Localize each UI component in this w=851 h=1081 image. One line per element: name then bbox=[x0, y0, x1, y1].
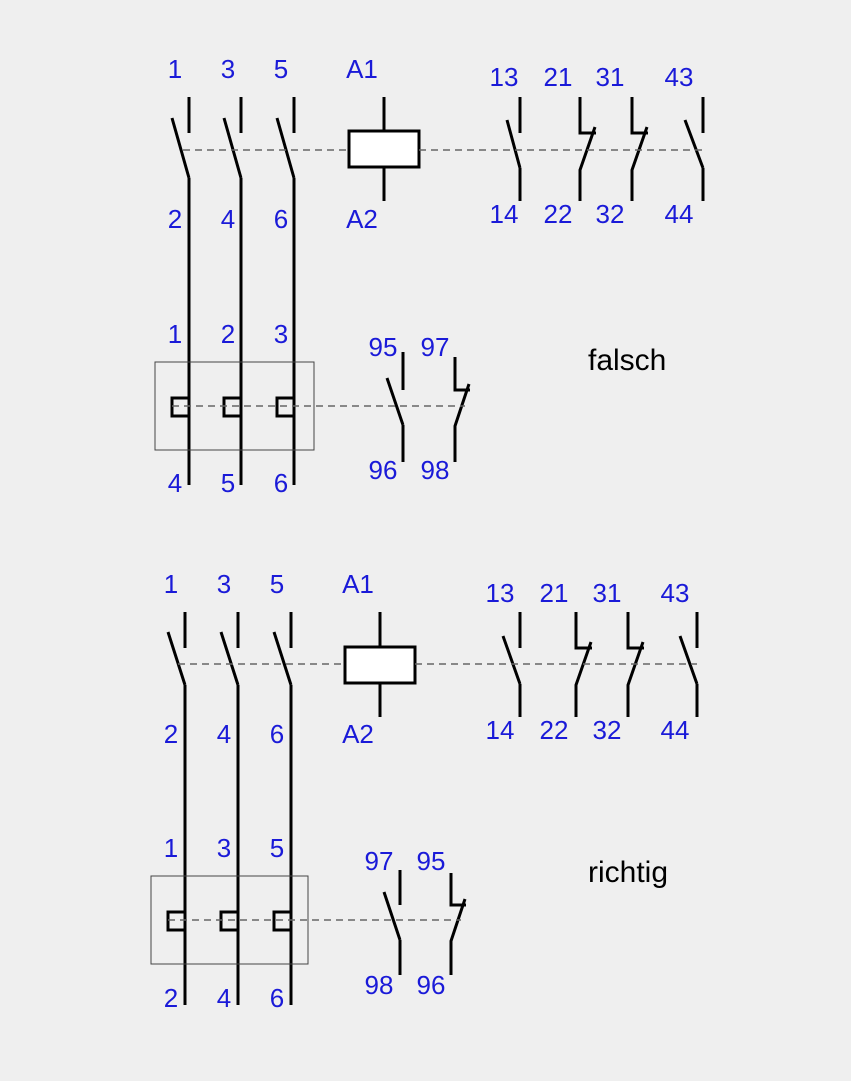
overload-relay bbox=[150, 870, 467, 975]
relay-housing bbox=[154, 361, 315, 451]
label-aux-top-1: 13 bbox=[490, 62, 519, 92]
label-relay-top-1: 1 bbox=[168, 319, 182, 349]
label-aux-top-4: 43 bbox=[661, 578, 690, 608]
label-coil-bottom: A2 bbox=[346, 204, 378, 234]
main-contact-3 bbox=[272, 612, 293, 1005]
label-relay-bottom-2: 4 bbox=[217, 983, 231, 1013]
relay-housing bbox=[150, 875, 309, 965]
relay-thermal-element-2 bbox=[219, 894, 240, 946]
diagram-richtig: 1 3 5 2 4 6 A1 A2 13 21 31 43 14 22 32 4… bbox=[150, 569, 699, 1013]
label-aux-bottom-3: 32 bbox=[596, 199, 625, 229]
aux-contact-43-44 bbox=[678, 612, 699, 717]
label-main-top-2: 3 bbox=[221, 54, 235, 84]
relay-aux-contact-right bbox=[449, 873, 467, 975]
label-relay-bottom-1: 2 bbox=[164, 983, 178, 1013]
label-relay-bottom-1: 4 bbox=[168, 468, 182, 498]
label-main-bottom-1: 2 bbox=[168, 204, 182, 234]
label-main-top-1: 1 bbox=[164, 569, 178, 599]
label-aux-bottom-1: 14 bbox=[486, 715, 515, 745]
contactor-symbol bbox=[170, 97, 705, 485]
coil bbox=[347, 129, 421, 169]
coil bbox=[343, 645, 417, 685]
labels-diagram-2: 1 3 5 2 4 6 A1 A2 13 21 31 43 14 22 32 4… bbox=[164, 569, 690, 1013]
relay-thermal-element-3 bbox=[275, 380, 296, 432]
label-aux-top-2: 21 bbox=[540, 578, 569, 608]
label-main-top-3: 5 bbox=[274, 54, 288, 84]
labels-diagram-1: 1 3 5 2 4 6 A1 A2 13 21 31 43 14 22 32 4… bbox=[168, 54, 694, 498]
label-main-bottom-2: 4 bbox=[221, 204, 235, 234]
label-aux-top-3: 31 bbox=[596, 62, 625, 92]
label-relay-top-1: 1 bbox=[164, 833, 178, 863]
label-relay-bottom-3: 6 bbox=[274, 468, 288, 498]
label-coil-top: A1 bbox=[346, 54, 378, 84]
main-contact-3 bbox=[275, 97, 296, 485]
label-relay-aux-bottom-2: 96 bbox=[417, 970, 446, 1000]
label-main-top-1: 1 bbox=[168, 54, 182, 84]
label-relay-aux-top-1: 97 bbox=[365, 846, 394, 876]
label-relay-bottom-2: 5 bbox=[221, 468, 235, 498]
contactor-symbol bbox=[166, 612, 699, 1005]
label-relay-top-2: 2 bbox=[221, 319, 235, 349]
label-relay-top-3: 3 bbox=[274, 319, 288, 349]
label-relay-top-2: 3 bbox=[217, 833, 231, 863]
aux-contact-13-14 bbox=[501, 612, 522, 717]
label-aux-bottom-2: 22 bbox=[544, 199, 573, 229]
aux-contact-21-22 bbox=[578, 97, 597, 201]
overload-relay bbox=[154, 352, 471, 462]
label-aux-bottom-3: 32 bbox=[593, 715, 622, 745]
aux-contact-31-32 bbox=[630, 97, 649, 201]
label-aux-top-3: 31 bbox=[593, 578, 622, 608]
label-coil-top: A1 bbox=[342, 569, 374, 599]
label-relay-aux-bottom-1: 96 bbox=[369, 455, 398, 485]
label-relay-aux-top-1: 95 bbox=[369, 332, 398, 362]
label-relay-aux-top-2: 95 bbox=[417, 846, 446, 876]
main-contact-1 bbox=[166, 612, 187, 1005]
label-aux-bottom-2: 22 bbox=[540, 715, 569, 745]
relay-aux-contact-left bbox=[385, 352, 405, 462]
verdict-label: richtig bbox=[588, 856, 668, 889]
label-aux-bottom-1: 14 bbox=[490, 199, 519, 229]
label-aux-top-2: 21 bbox=[544, 62, 573, 92]
verdict-label: falsch bbox=[588, 344, 666, 377]
aux-contact-43-44 bbox=[683, 97, 705, 201]
label-aux-top-4: 43 bbox=[665, 62, 694, 92]
label-main-top-3: 5 bbox=[270, 569, 284, 599]
label-aux-bottom-4: 44 bbox=[661, 715, 690, 745]
label-main-bottom-1: 2 bbox=[164, 719, 178, 749]
relay-thermal-element-1 bbox=[170, 380, 191, 432]
relay-thermal-element-2 bbox=[222, 380, 243, 432]
aux-contact-21-22 bbox=[574, 612, 593, 717]
label-relay-aux-bottom-2: 98 bbox=[421, 455, 450, 485]
main-contact-2 bbox=[222, 97, 243, 485]
label-relay-top-3: 5 bbox=[270, 833, 284, 863]
label-main-bottom-3: 6 bbox=[270, 719, 284, 749]
label-main-bottom-3: 6 bbox=[274, 204, 288, 234]
label-aux-bottom-4: 44 bbox=[665, 199, 694, 229]
aux-contact-31-32 bbox=[626, 612, 645, 717]
label-main-top-2: 3 bbox=[217, 569, 231, 599]
main-contact-1 bbox=[170, 97, 191, 485]
main-contact-2 bbox=[219, 612, 240, 1005]
relay-thermal-element-1 bbox=[166, 894, 187, 946]
aux-contact-13-14 bbox=[505, 97, 522, 201]
diagram-falsch: 1 3 5 2 4 6 A1 A2 13 21 31 43 14 22 32 4… bbox=[154, 54, 705, 498]
relay-aux-contact-right bbox=[453, 357, 471, 462]
relay-thermal-element-3 bbox=[272, 894, 293, 946]
label-relay-aux-bottom-1: 98 bbox=[365, 970, 394, 1000]
label-main-bottom-2: 4 bbox=[217, 719, 231, 749]
label-relay-bottom-3: 6 bbox=[270, 983, 284, 1013]
label-coil-bottom: A2 bbox=[342, 719, 374, 749]
relay-aux-contact-left bbox=[382, 870, 402, 975]
label-relay-aux-top-2: 97 bbox=[421, 332, 450, 362]
label-aux-top-1: 13 bbox=[486, 578, 515, 608]
